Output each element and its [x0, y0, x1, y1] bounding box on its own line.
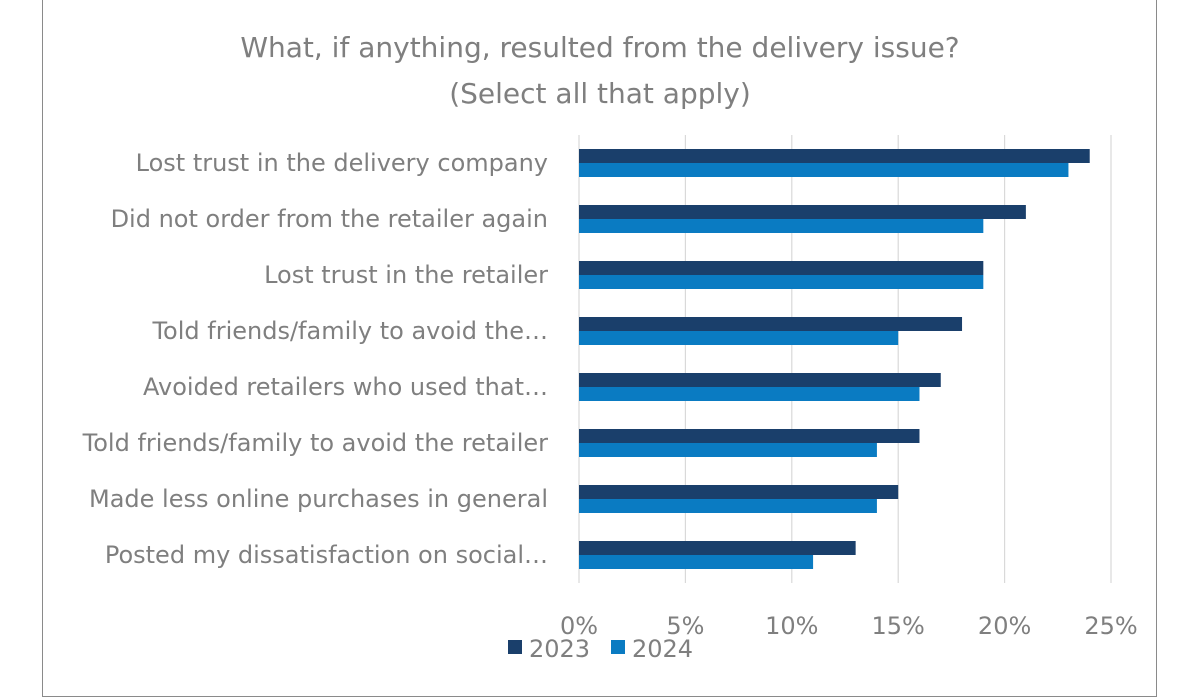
bar-2024-6 — [579, 499, 877, 513]
bar-2024-7 — [579, 555, 814, 569]
category-label: Lost trust in the retailer — [264, 261, 548, 289]
legend-label-2024: 2024 — [632, 635, 693, 663]
legend-label-2023: 2023 — [529, 635, 590, 663]
bar-2023-2 — [579, 261, 984, 275]
bar-2023-0 — [579, 149, 1090, 163]
category-label: Avoided retailers who used that… — [143, 373, 548, 401]
bar-2023-3 — [579, 317, 963, 331]
legend-swatch-2023 — [508, 640, 522, 654]
x-tick-label: 0% — [560, 612, 598, 640]
x-tick-label: 10% — [765, 612, 818, 640]
bar-2024-1 — [579, 219, 984, 233]
bar-2024-4 — [579, 387, 920, 401]
category-label: Lost trust in the delivery company — [136, 149, 548, 177]
bar-2024-5 — [579, 443, 877, 457]
category-label: Posted my dissatisfaction on social… — [105, 541, 548, 569]
x-tick-label: 15% — [872, 612, 925, 640]
x-tick-label: 5% — [666, 612, 704, 640]
bar-2023-7 — [579, 541, 856, 555]
bar-2024-0 — [579, 163, 1069, 177]
category-label: Made less online purchases in general — [89, 485, 548, 513]
bar-2023-1 — [579, 205, 1026, 219]
chart-subtitle: (Select all that apply) — [449, 77, 751, 110]
x-tick-label: 20% — [978, 612, 1031, 640]
x-tick-label: 25% — [1084, 612, 1137, 640]
bar-2023-4 — [579, 373, 941, 387]
bar-2023-6 — [579, 485, 899, 499]
category-label: Did not order from the retailer again — [111, 205, 548, 233]
bar-2024-2 — [579, 275, 984, 289]
chart-title: What, if anything, resulted from the del… — [240, 31, 959, 64]
bar-2024-3 — [579, 331, 899, 345]
chart-frame — [42, 0, 1157, 697]
bar-2023-5 — [579, 429, 920, 443]
category-label: Told friends/family to avoid the retaile… — [82, 429, 548, 457]
legend-swatch-2024 — [611, 640, 625, 654]
category-label: Told friends/family to avoid the… — [151, 317, 548, 345]
